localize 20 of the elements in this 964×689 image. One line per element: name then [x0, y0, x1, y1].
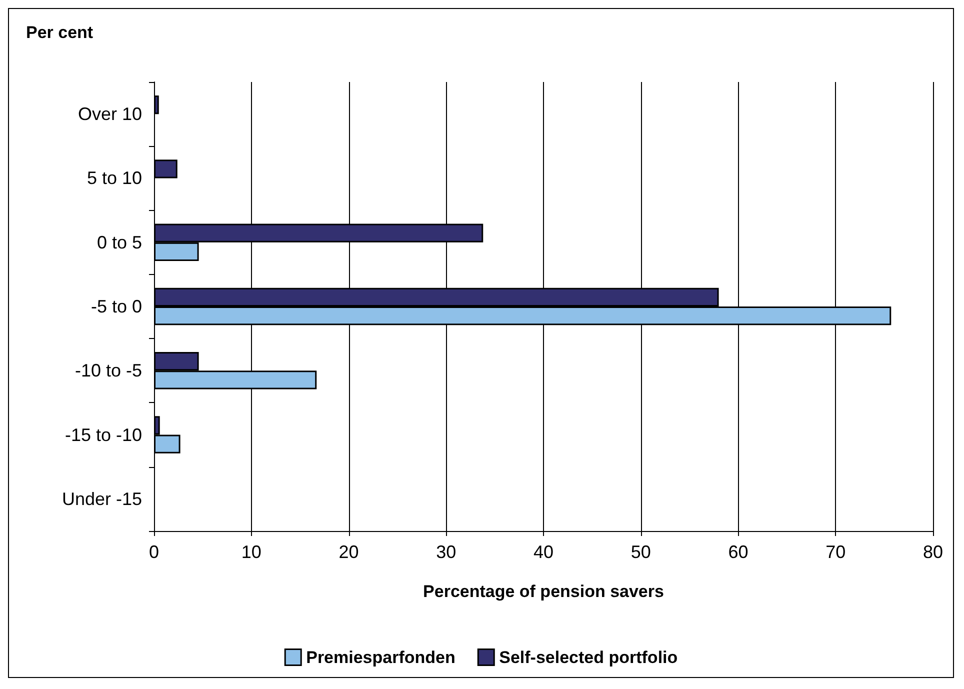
x-tick-label: 70: [826, 542, 846, 562]
chart-title: Per cent: [26, 23, 94, 42]
x-axis-title: Percentage of pension savers: [423, 582, 664, 601]
y-tick-label: -5 to 0: [90, 296, 142, 316]
y-tick-label: -15 to -10: [64, 424, 142, 445]
y-tick-label: -10 to -5: [74, 360, 142, 381]
x-tick-label: 10: [241, 542, 262, 562]
y-tick-label: 0 to 5: [96, 232, 142, 252]
x-tick-label: 20: [338, 542, 359, 562]
y-tick-label: Under -15: [62, 488, 142, 509]
x-tick-label: 80: [922, 542, 944, 562]
x-tick-label: 40: [533, 542, 554, 562]
y-tick-label: 5 to 10: [86, 168, 142, 188]
x-tick-label: 60: [728, 542, 748, 562]
legend-label: Premiesparfonden: [306, 648, 456, 667]
legend-label: Self-selected portfolio: [499, 648, 678, 667]
x-tick-label: 30: [436, 542, 456, 562]
x-tick-label: 50: [630, 542, 651, 562]
y-tick-label: Over 10: [78, 104, 142, 124]
x-tick-label: 0: [148, 542, 160, 562]
